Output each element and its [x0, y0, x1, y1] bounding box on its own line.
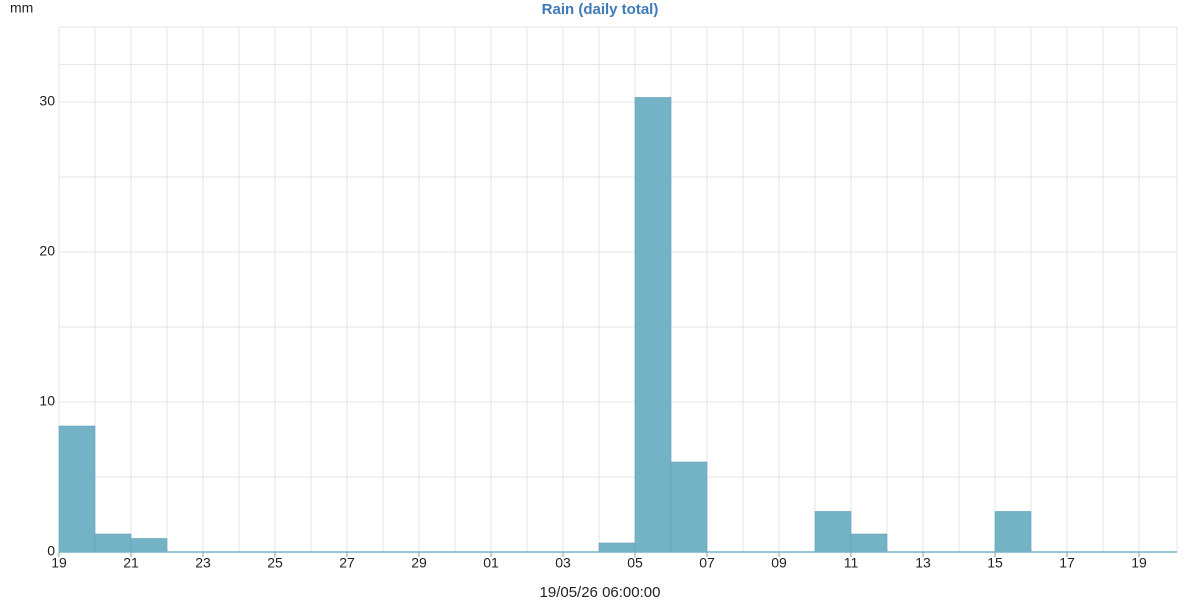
x-tick-label: 25	[267, 555, 283, 571]
x-tick-label: 05	[627, 555, 643, 571]
bar	[634, 97, 672, 553]
x-tick-label: 23	[195, 555, 211, 571]
x-tick-label: 21	[123, 555, 139, 571]
x-axis-label: 19/05/26 06:00:00	[540, 584, 661, 600]
bar	[994, 511, 1032, 553]
x-tick-label: 17	[1059, 555, 1075, 571]
x-tick-label: 09	[771, 555, 787, 571]
chart-title: Rain (daily total)	[542, 1, 659, 18]
x-tick-label: 27	[339, 555, 355, 571]
bar	[850, 533, 888, 553]
y-unit: mm	[10, 0, 33, 16]
bar	[94, 533, 132, 553]
x-tick-label: 19	[1131, 555, 1147, 571]
x-tick-label: 07	[699, 555, 715, 571]
y-tick-label: 0	[47, 543, 55, 559]
x-tick-label: 01	[483, 555, 499, 571]
x-tick-label: 29	[411, 555, 427, 571]
x-tick-label: 11	[844, 555, 859, 571]
y-tick-label: 20	[39, 243, 55, 259]
bar	[58, 425, 96, 553]
bar	[814, 511, 852, 553]
bar	[598, 542, 636, 553]
x-tick-label: 15	[987, 555, 1003, 571]
x-tick-label: 13	[915, 555, 931, 571]
bar	[670, 461, 708, 553]
x-tick-label: 19	[51, 555, 67, 571]
x-tick-label: 03	[555, 555, 571, 571]
bar	[130, 538, 168, 553]
y-tick-label: 10	[39, 393, 55, 409]
y-tick-label: 30	[39, 93, 55, 109]
